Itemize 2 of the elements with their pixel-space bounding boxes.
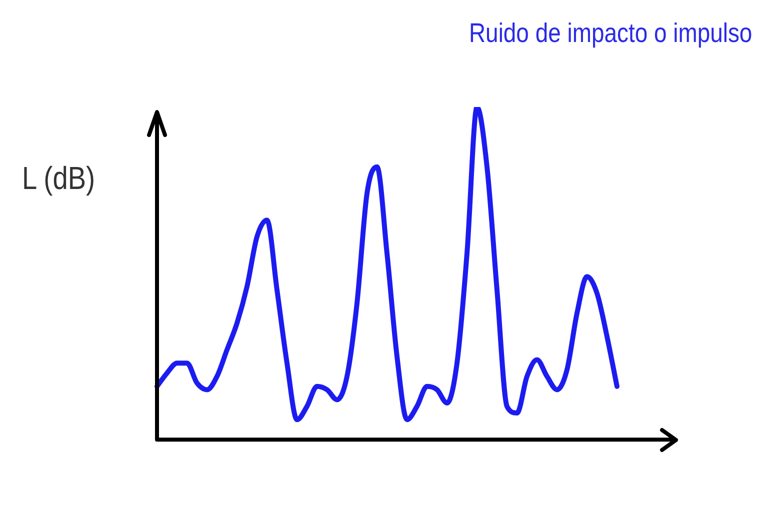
y-axis-title: L (dB): [22, 160, 96, 197]
chart-title: Ruido de impacto o impulso: [468, 18, 752, 49]
